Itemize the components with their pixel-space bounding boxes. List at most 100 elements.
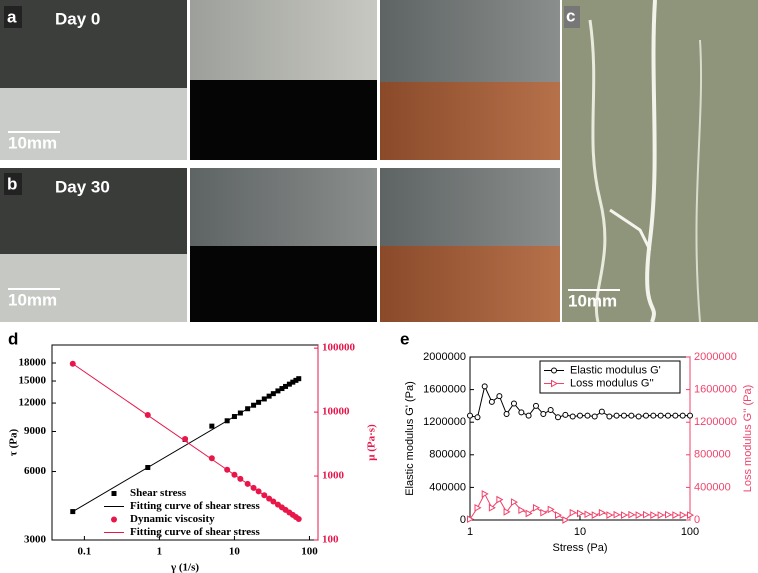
scale-label: 10mm (568, 291, 617, 310)
legend-marker (111, 491, 117, 496)
legend-frame (539, 360, 681, 394)
marker (209, 423, 215, 429)
y-tick-label: 3000 (24, 534, 47, 546)
panel-letter: a (7, 7, 17, 26)
x-tick-label: 10 (574, 526, 586, 538)
x-tick-label: 1 (157, 546, 163, 558)
y2-tick-label: 1200000 (694, 416, 737, 428)
marker (606, 511, 614, 519)
marker (496, 393, 503, 400)
photo-c: c 10mm (562, 0, 758, 323)
marker (518, 506, 526, 515)
marker (635, 413, 642, 420)
marker (657, 412, 664, 419)
marker (584, 510, 592, 519)
chart-e: e 1 10 100 0 400000 800000 1200000 1600000 200000… (400, 329, 754, 553)
marker (547, 406, 554, 413)
legend-label: Fitting curve of shear stress (130, 500, 260, 512)
panel-letter: b (7, 174, 17, 193)
x-tick-label: 100 (681, 526, 699, 538)
y-tick-label: 18000 (19, 357, 47, 369)
marker (547, 505, 555, 514)
day-label: Day 0 (55, 9, 100, 28)
marker (628, 412, 635, 419)
photo-b: b Day 30 10mm (0, 168, 560, 322)
marker (628, 510, 636, 519)
marker (562, 411, 569, 418)
marker (525, 412, 532, 419)
scale-label: 10mm (8, 290, 57, 309)
marker (635, 511, 643, 519)
y2-tick-label: 400000 (694, 481, 731, 493)
marker (679, 412, 686, 419)
marker (555, 414, 562, 421)
y-tick-label: 400000 (429, 481, 466, 493)
marker (606, 413, 613, 420)
photo-a: a Day 0 10mm (0, 0, 560, 160)
legend-label: Elastic modulus G' (570, 364, 661, 376)
y-tick-label: 2000000 (423, 351, 466, 363)
x-axis-label: γ (1/s) (170, 562, 199, 573)
marker (532, 402, 539, 409)
marker (679, 511, 687, 519)
legend-marker (111, 516, 117, 523)
y-tick-label: 1600000 (423, 384, 466, 396)
marker (650, 412, 657, 419)
scale-label: 10mm (8, 133, 57, 152)
y2-tick-label: 800000 (694, 449, 731, 461)
marker (657, 511, 665, 519)
y-tick-label: 15000 (19, 375, 47, 387)
marker (481, 383, 488, 390)
marker (569, 413, 576, 420)
marker (620, 511, 629, 519)
marker (687, 412, 693, 419)
y-tick-label: 0 (460, 514, 466, 526)
y2-tick-label: 10000 (322, 406, 350, 418)
marker (208, 455, 215, 462)
marker (474, 414, 481, 421)
marker (518, 409, 525, 416)
x-tick-label: 1 (467, 526, 473, 538)
marker (562, 516, 570, 524)
marker (598, 508, 606, 517)
y2-tick-label: 1600000 (694, 384, 737, 396)
chart-d: d 0.1 1 10 100 3000 6000 9000 12000 15000 18000 100… (8, 329, 378, 573)
marker (510, 498, 519, 506)
series-line (72, 363, 300, 520)
y2-tick-label: 100 (322, 534, 339, 546)
marker (525, 509, 533, 518)
marker (555, 511, 563, 519)
panel-letter: d (8, 329, 18, 348)
marker (584, 412, 591, 419)
marker (650, 511, 658, 519)
marker (687, 511, 695, 519)
y2-axis-label: μ (Pa·s) (366, 424, 378, 461)
x-axis-label: Stress (Pa) (552, 542, 607, 554)
y-tick-label: 800000 (429, 449, 466, 461)
y2-tick-label: 100000 (322, 342, 356, 354)
series-line (72, 378, 300, 513)
x-tick-label: 10 (229, 546, 241, 558)
y-axis-label: τ (Pa) (8, 428, 20, 456)
marker (598, 408, 605, 415)
marker (665, 412, 672, 419)
y-tick-label: 1200000 (423, 416, 466, 428)
marker (503, 411, 510, 418)
legend-marker (551, 367, 557, 374)
marker (613, 412, 620, 419)
y2-tick-label: 1000 (322, 470, 345, 482)
marker (496, 495, 504, 504)
marker (591, 413, 598, 420)
marker (70, 509, 76, 515)
marker (672, 412, 679, 419)
marker (503, 508, 511, 516)
marker (569, 508, 577, 517)
marker (467, 412, 473, 419)
y-axis-label: Elastic modulus G' (Pa) (404, 381, 416, 496)
marker (488, 398, 495, 405)
y2-axis-label: Loss modulus G'' (Pa) (742, 385, 754, 493)
legend-label: Fitting curve of shear stress (130, 526, 260, 538)
panel-letter: e (400, 329, 409, 348)
marker (510, 400, 517, 407)
